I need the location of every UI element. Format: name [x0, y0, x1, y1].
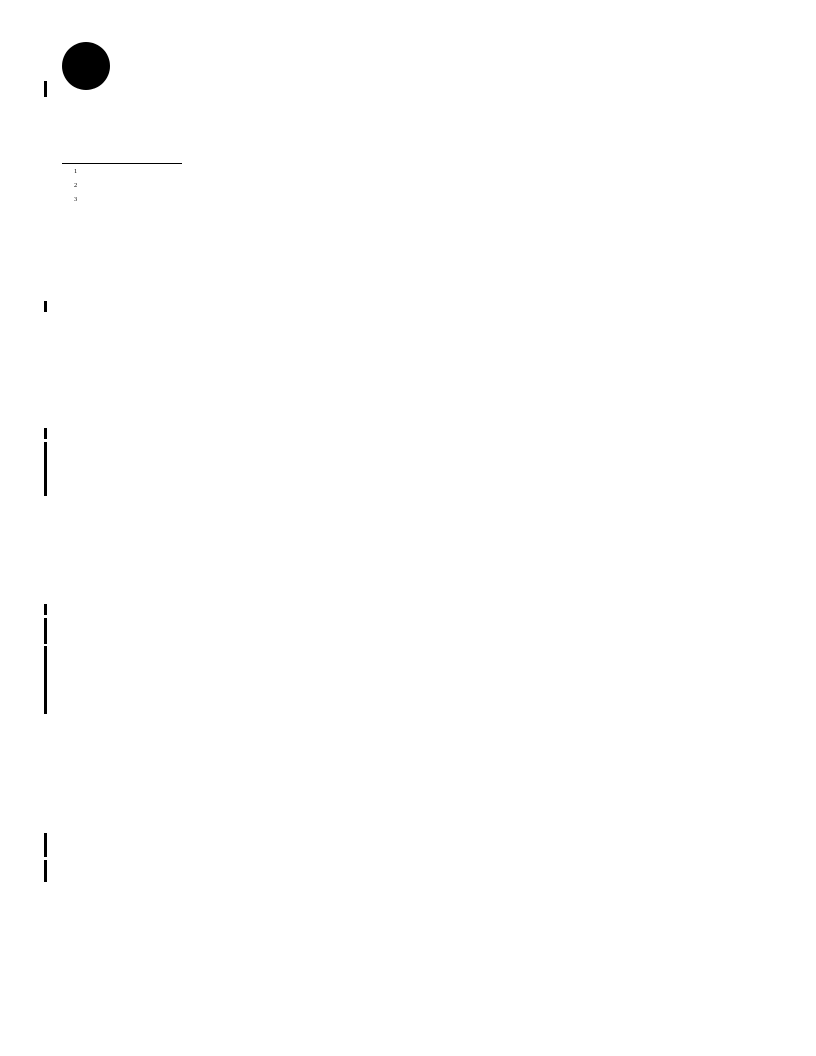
footnote-2: 2 [62, 182, 754, 196]
footnote-3: 3 [62, 196, 754, 210]
header-row [62, 42, 754, 90]
change-bar [44, 646, 47, 714]
change-bar [44, 604, 47, 615]
change-bar [44, 833, 47, 857]
change-bar [44, 81, 47, 97]
footnote-1: 1 [62, 168, 754, 182]
change-bar [44, 442, 47, 496]
title-block [140, 126, 754, 147]
change-bar [44, 301, 47, 312]
astm-logo [62, 42, 110, 90]
change-bar [44, 618, 47, 644]
change-bar [44, 860, 47, 882]
change-bar [44, 428, 47, 439]
footnote-rule [62, 163, 182, 164]
document-title [140, 126, 754, 147]
